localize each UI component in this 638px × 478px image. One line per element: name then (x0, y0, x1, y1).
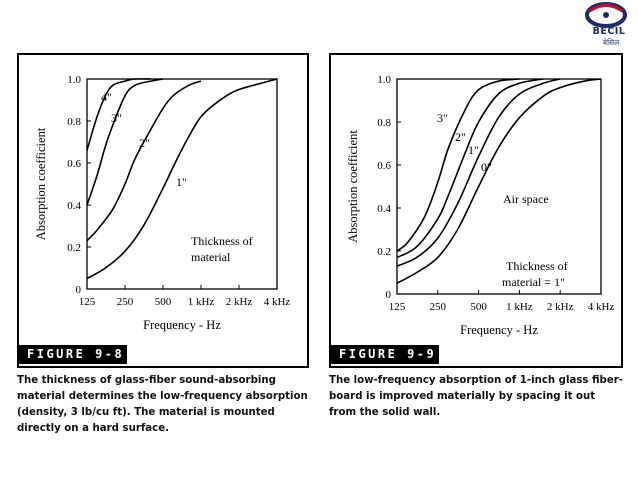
figure-9-9-caption: The low-frequency absorption of 1-inch g… (329, 375, 624, 418)
series-label: 0" (481, 160, 492, 174)
series-line (86, 78, 164, 206)
figure-9-9-label: FIGURE 9-9 (329, 345, 439, 364)
series-line (86, 78, 278, 280)
y-tick-label: 1.0 (377, 74, 391, 86)
logo-text: BECIL (592, 26, 626, 37)
plot-frame (396, 78, 602, 295)
chart-annotation: Air space (503, 192, 549, 206)
x-tick-label: 1 kHz (506, 301, 533, 313)
y-tick-label: 0.8 (67, 116, 81, 128)
chart-annotation: material (191, 250, 231, 264)
figure-9-8-panel: 0 0.2 0.4 0.6 0.8 1.0 125 250 500 1 kHz 2 kHz 4 kHz… (17, 53, 309, 368)
x-tick-label: 2 kHz (547, 301, 574, 313)
series-line (86, 80, 202, 242)
series-line (396, 78, 544, 259)
becil-logo (582, 2, 634, 50)
y-tick-label: 0.2 (67, 242, 81, 254)
x-tick-label: 250 (430, 301, 447, 313)
series-label: 3" (111, 111, 122, 125)
series-label: 4" (101, 90, 112, 104)
y-axis-title: Absorption coefficient (346, 130, 360, 243)
figure-9-9-chart: 0 0.2 0.4 0.6 0.8 1.0 125 250 500 1 kHz 2 kHz 4 kHz… (346, 74, 615, 337)
figure-9-8-caption: The thickness of glass-fiber sound-absor… (17, 375, 308, 434)
x-tick-label: 500 (155, 296, 172, 308)
x-axis-title: Frequency - Hz (460, 323, 538, 337)
series-label: 2" (455, 130, 466, 144)
chart-annotation: material = 1" (502, 275, 565, 289)
figure-9-9-panel: 0 0.2 0.4 0.6 0.8 1.0 125 250 500 1 kHz 2 kHz 4 kHz… (329, 53, 623, 368)
series-label: 1" (176, 175, 187, 189)
y-tick-label: 0.8 (377, 117, 391, 129)
x-tick-label: 1 kHz (188, 296, 215, 308)
series-label: 1" (468, 143, 479, 157)
figure-9-8-chart: 0 0.2 0.4 0.6 0.8 1.0 125 250 500 1 kHz 2 kHz 4 kHz… (34, 74, 291, 332)
x-tick-label: 125 (389, 301, 406, 313)
y-axis-title: Absorption coefficient (34, 127, 48, 240)
chart-annotation: Thickness of (506, 259, 568, 273)
becil-logo-icon (585, 2, 627, 28)
x-tick-label: 125 (79, 296, 96, 308)
chart-annotation: Thickness of (191, 234, 253, 248)
series-line (396, 78, 561, 267)
y-tick-label: 0.4 (377, 203, 391, 215)
series-line (86, 78, 151, 151)
y-tick-label: 0.6 (377, 160, 391, 172)
y-tick-label: 0.2 (377, 246, 391, 258)
logo-subtext: बेसिल (602, 38, 620, 47)
series-label: 3" (437, 111, 448, 125)
series-line (396, 78, 602, 285)
y-tick-label: 0 (386, 289, 392, 301)
x-tick-label: 4 kHz (264, 296, 291, 308)
figure-9-8-label: FIGURE 9-8 (17, 345, 127, 364)
y-tick-label: 1.0 (67, 74, 81, 86)
x-tick-label: 250 (117, 296, 134, 308)
x-tick-label: 2 kHz (226, 296, 253, 308)
x-axis-title: Frequency - Hz (143, 318, 221, 332)
series-line (396, 78, 520, 252)
x-tick-label: 4 kHz (588, 301, 615, 313)
series-label: 2" (139, 136, 150, 150)
y-tick-label: 0.6 (67, 158, 81, 170)
plot-frame (86, 78, 278, 290)
y-tick-label: 0 (76, 284, 82, 296)
y-tick-label: 0.4 (67, 200, 81, 212)
x-tick-label: 500 (470, 301, 487, 313)
